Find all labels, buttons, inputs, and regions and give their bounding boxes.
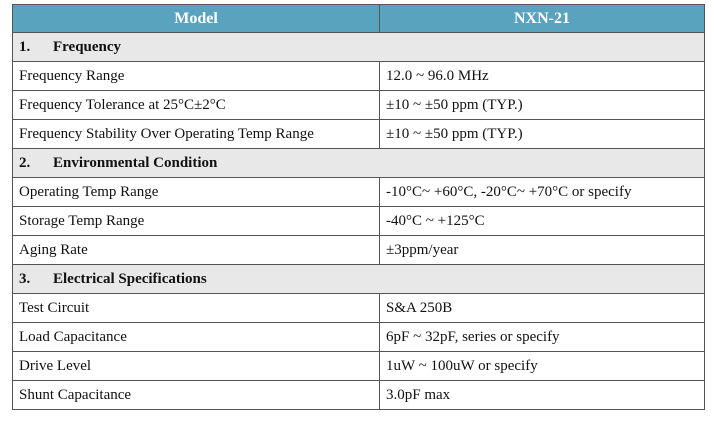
table-row: Storage Temp Range -40°C ~ +125°C	[12, 206, 705, 236]
section-row-electrical: 3. Electrical Specifications	[12, 264, 705, 294]
value-cell: -40°C ~ +125°C	[379, 206, 705, 236]
value-cell: 1uW ~ 100uW or specify	[379, 351, 705, 381]
value-cell: ±10 ~ ±50 ppm (TYP.)	[379, 90, 705, 120]
value-cell: ±10 ~ ±50 ppm (TYP.)	[379, 119, 705, 149]
table-row: Frequency Tolerance at 25°C±2°C ±10 ~ ±5…	[12, 90, 705, 120]
value-cell: S&A 250B	[379, 293, 705, 323]
table-row: Operating Temp Range -10°C~ +60°C, -20°C…	[12, 177, 705, 207]
param-cell: Test Circuit	[12, 293, 380, 323]
section-row-frequency: 1. Frequency	[12, 32, 705, 62]
section-row-environmental: 2. Environmental Condition	[12, 148, 705, 178]
model-header: Model	[12, 4, 380, 33]
param-cell: Aging Rate	[12, 235, 380, 265]
table-row: Frequency Stability Over Operating Temp …	[12, 119, 705, 149]
value-cell: ±3ppm/year	[379, 235, 705, 265]
table-header-row: Model NXN-21	[12, 4, 705, 33]
param-cell: Drive Level	[12, 351, 380, 381]
table-row: Shunt Capacitance 3.0pF max	[12, 380, 705, 410]
param-cell: Shunt Capacitance	[12, 380, 380, 410]
table-row: Drive Level 1uW ~ 100uW or specify	[12, 351, 705, 381]
spec-table: Model NXN-21 1. Frequency Frequency Range…	[12, 4, 705, 410]
table-row: Frequency Range 12.0 ~ 96.0 MHz	[12, 61, 705, 91]
section-number: 1.	[19, 38, 31, 55]
param-cell: Storage Temp Range	[12, 206, 380, 236]
table-row: Test Circuit S&A 250B	[12, 293, 705, 323]
model-value-header: NXN-21	[379, 4, 705, 33]
value-cell: 3.0pF max	[379, 380, 705, 410]
param-cell: Frequency Stability Over Operating Temp …	[12, 119, 380, 149]
section-number: 2.	[19, 154, 31, 171]
value-cell: 12.0 ~ 96.0 MHz	[379, 61, 705, 91]
value-cell: -10°C~ +60°C, -20°C~ +70°C or specify	[379, 177, 705, 207]
param-cell: Frequency Tolerance at 25°C±2°C	[12, 90, 380, 120]
value-cell: 6pF ~ 32pF, series or specify	[379, 322, 705, 352]
section-title: Frequency	[53, 38, 122, 55]
param-cell: Operating Temp Range	[12, 177, 380, 207]
param-cell: Load Capacitance	[12, 322, 380, 352]
section-number: 3.	[19, 270, 31, 287]
table-row: Aging Rate ±3ppm/year	[12, 235, 705, 265]
section-title: Environmental Condition	[53, 154, 218, 171]
param-cell: Frequency Range	[12, 61, 380, 91]
table-row: Load Capacitance 6pF ~ 32pF, series or s…	[12, 322, 705, 352]
section-title: Electrical Specifications	[53, 270, 207, 287]
